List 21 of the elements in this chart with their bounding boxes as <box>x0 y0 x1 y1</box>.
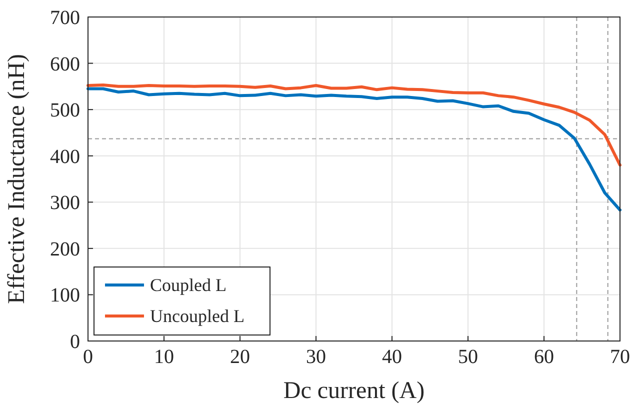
y-tick-label: 0 <box>70 331 80 353</box>
line-series <box>86 87 622 212</box>
y-axis-title: Effective Inductance (nH) <box>4 54 30 304</box>
y-tick-label: 200 <box>50 238 80 260</box>
y-tick-label: 300 <box>50 192 80 214</box>
x-tick-label: 40 <box>382 346 402 368</box>
y-tick-label: 400 <box>50 146 80 168</box>
y-tick-label: 600 <box>50 53 80 76</box>
y-tick-label: 100 <box>50 284 80 307</box>
x-tick-label: 60 <box>534 346 554 368</box>
x-tick-label: 50 <box>458 346 478 368</box>
legend-label: Coupled L <box>150 275 226 295</box>
x-tick-label: 10 <box>154 346 174 368</box>
x-tick-label: 70 <box>610 346 630 368</box>
legend-label: Uncoupled L <box>150 306 244 326</box>
y-tick-label: 500 <box>50 100 80 122</box>
y-tick-label: 700 <box>50 7 80 29</box>
x-axis-title: Dc current (A) <box>283 378 425 404</box>
line-series <box>86 84 622 167</box>
x-tick-label: 20 <box>230 346 250 368</box>
x-tick-label: 30 <box>306 346 326 368</box>
